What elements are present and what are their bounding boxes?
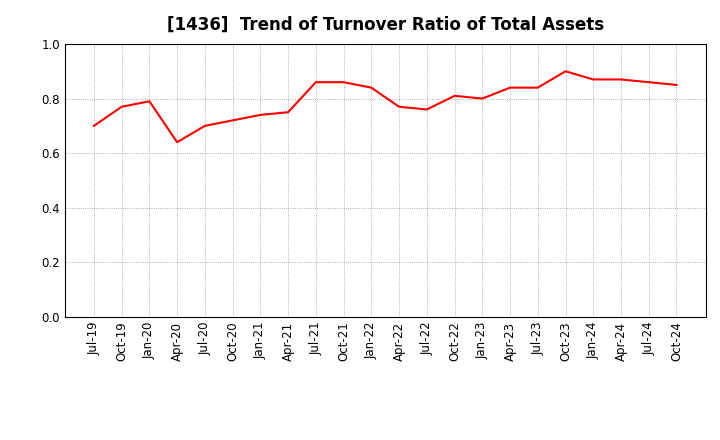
Title: [1436]  Trend of Turnover Ratio of Total Assets: [1436] Trend of Turnover Ratio of Total … (166, 16, 604, 34)
